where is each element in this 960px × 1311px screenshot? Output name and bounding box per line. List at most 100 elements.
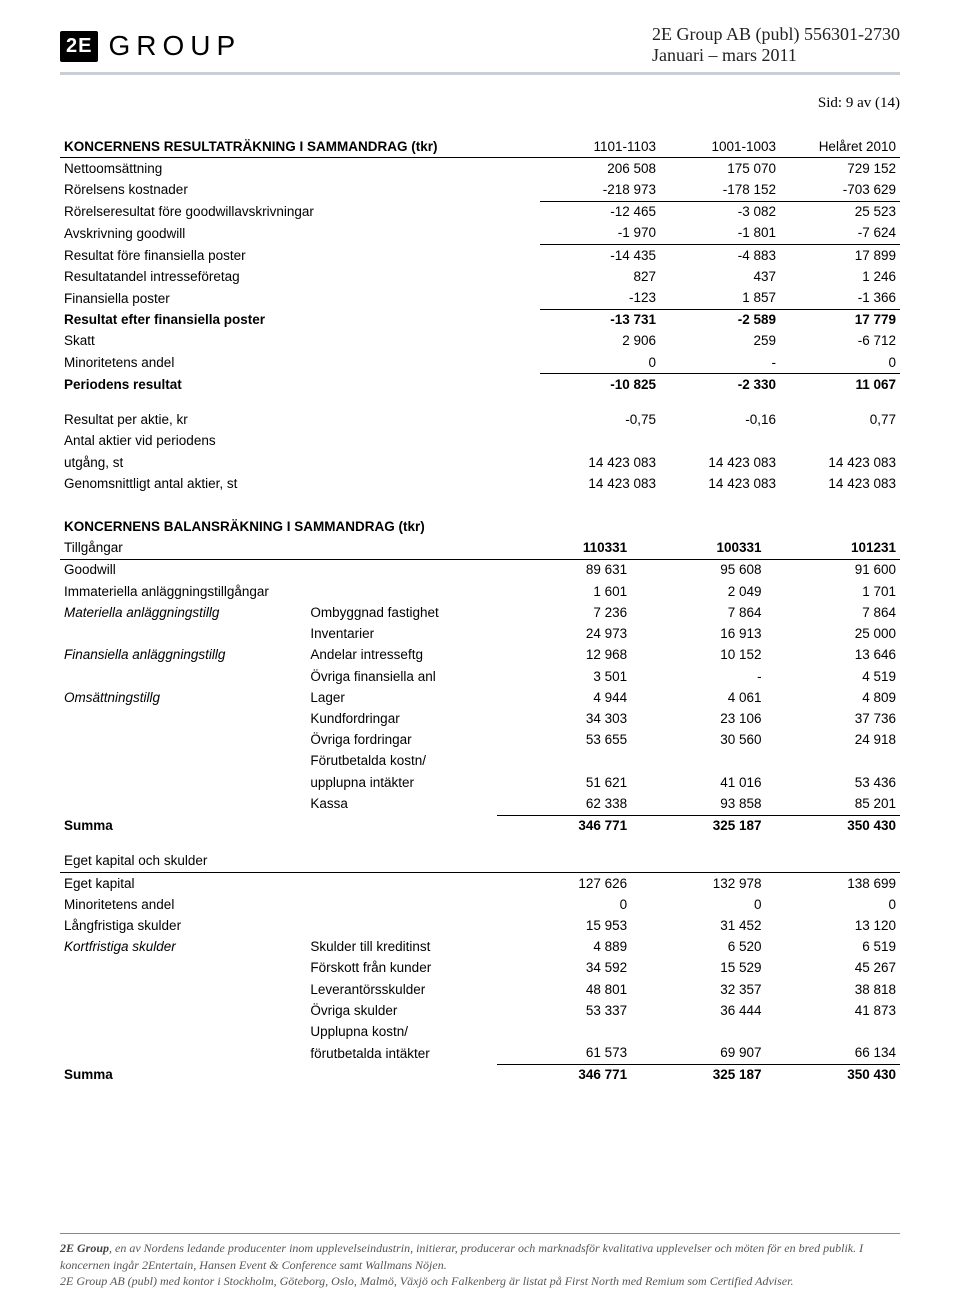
row-sublabel: upplupna intäkter	[306, 772, 496, 793]
page-number: Sid: 9 av (14)	[60, 95, 900, 112]
cell-value: 7 864	[631, 602, 765, 623]
row-label: Resultatandel intresseföretag	[60, 266, 540, 287]
table-row: Övriga fordringar53 65530 56024 918	[60, 730, 900, 751]
row-label	[60, 730, 306, 751]
row-sublabel: Leverantörsskulder	[306, 979, 496, 1000]
cell-value: -0,75	[540, 410, 660, 431]
row-sublabel: Kundfordringar	[306, 708, 496, 729]
cell-value: 14 423 083	[540, 452, 660, 473]
table-row: OmsättningstillgLager4 9444 0614 809	[60, 687, 900, 708]
row-sublabel	[306, 894, 496, 915]
cell-value: 41 016	[631, 772, 765, 793]
cell-value: 4 061	[631, 687, 765, 708]
cell-value: 30 560	[631, 730, 765, 751]
table-row: Upplupna kostn/	[60, 1022, 900, 1043]
cell-value: 14 423 083	[780, 473, 900, 494]
table-row: Övriga skulder53 33736 44441 873	[60, 1000, 900, 1021]
cell-value: -	[660, 352, 780, 374]
cell-value: 53 436	[766, 772, 900, 793]
assets-col-0: 110331	[497, 538, 631, 560]
row-label	[60, 624, 306, 645]
balance-table: KONCERNENS BALANSRÄKNING I SAMMANDRAG (t…	[60, 517, 900, 1087]
cell-value: 4 519	[766, 666, 900, 687]
cell-value	[631, 751, 765, 772]
cell-value: 31 452	[631, 915, 765, 936]
cell-value: 7 864	[766, 602, 900, 623]
table-row: Finansiella poster-1231 857-1 366	[60, 288, 900, 310]
row-sublabel	[306, 581, 496, 602]
cell-value: 0,77	[780, 410, 900, 431]
assets-sum-1: 325 187	[631, 815, 765, 837]
assets-sum-label: Summa	[60, 815, 497, 837]
row-label: Minoritetens andel	[60, 352, 540, 374]
cell-value: 61 573	[497, 1043, 631, 1065]
cell-value: 15 953	[497, 915, 631, 936]
row-label	[60, 1043, 306, 1065]
cell-value: 14 423 083	[660, 452, 780, 473]
row-label: Resultat före finansiella poster	[60, 245, 540, 267]
cell-value: -1 801	[660, 223, 780, 245]
row-sublabel: Förutbetalda kostn/	[306, 751, 496, 772]
cell-value: 32 357	[631, 979, 765, 1000]
cell-value: 2 049	[631, 581, 765, 602]
cell-value: 3 501	[497, 666, 631, 687]
assets-col-1: 100331	[631, 538, 765, 560]
cell-value: 25 523	[780, 201, 900, 223]
logo-text: GROUP	[108, 30, 241, 62]
cell-value	[766, 1022, 900, 1043]
row-label: Materiella anläggningstillg	[60, 602, 306, 623]
table-row: Förskott från kunder34 59215 52945 267	[60, 958, 900, 979]
cell-value: -3 082	[660, 201, 780, 223]
cell-value: 6 519	[766, 937, 900, 958]
table-row: Resultat per aktie, kr-0,75-0,160,77	[60, 410, 900, 431]
row-sublabel: Ombyggnad fastighet	[306, 602, 496, 623]
cell-value: 85 201	[766, 793, 900, 815]
income-table: KONCERNENS RESULTATRÄKNING I SAMMANDRAG …	[60, 136, 900, 495]
table-row: Avskrivning goodwill-1 970-1 801-7 624	[60, 223, 900, 245]
table-row: Resultatandel intresseföretag8274371 246	[60, 266, 900, 287]
cell-value: 25 000	[766, 624, 900, 645]
cell-value: -1 970	[540, 223, 660, 245]
row-sublabel: Andelar intresseftg	[306, 645, 496, 666]
cell-value: 127 626	[497, 873, 631, 895]
table-row: Resultat efter finansiella poster-13 731…	[60, 309, 900, 331]
cell-value: -10 825	[540, 374, 660, 396]
equity-header-label: Eget kapital och skulder	[60, 851, 900, 873]
cell-value: 23 106	[631, 708, 765, 729]
table-row: Immateriella anläggningstillgångar1 6012…	[60, 581, 900, 602]
cell-value: 0	[631, 894, 765, 915]
row-label: Skatt	[60, 331, 540, 352]
cell-value: 45 267	[766, 958, 900, 979]
cell-value: 1 701	[766, 581, 900, 602]
cell-value: 62 338	[497, 793, 631, 815]
cell-value: 24 973	[497, 624, 631, 645]
cell-value	[540, 431, 660, 452]
cell-value: 132 978	[631, 873, 765, 895]
cell-value: 24 918	[766, 730, 900, 751]
row-label: Rörelsens kostnader	[60, 179, 540, 201]
row-label	[60, 772, 306, 793]
row-label: Långfristiga skulder	[60, 915, 306, 936]
cell-value: -4 883	[660, 245, 780, 267]
row-label: Finansiella poster	[60, 288, 540, 310]
cell-value	[766, 751, 900, 772]
cell-value: 729 152	[780, 158, 900, 180]
cell-value: -12 465	[540, 201, 660, 223]
row-label: Resultat efter finansiella poster	[60, 309, 540, 331]
cell-value: -6 712	[780, 331, 900, 352]
row-sublabel: Inventarier	[306, 624, 496, 645]
cell-value: 93 858	[631, 793, 765, 815]
cell-value: 13 646	[766, 645, 900, 666]
table-row: Långfristiga skulder15 95331 45213 120	[60, 915, 900, 936]
assets-col-2: 101231	[766, 538, 900, 560]
logo-mark: 2E	[60, 31, 98, 62]
table-row: Minoritetens andel000	[60, 894, 900, 915]
cell-value: 437	[660, 266, 780, 287]
table-row: Materiella anläggningstillgOmbyggnad fas…	[60, 602, 900, 623]
table-row: Skatt2 906259-6 712	[60, 331, 900, 352]
row-sublabel: Upplupna kostn/	[306, 1022, 496, 1043]
cell-value: 12 968	[497, 645, 631, 666]
row-label: Omsättningstillg	[60, 687, 306, 708]
cell-value: -123	[540, 288, 660, 310]
cell-value: 51 621	[497, 772, 631, 793]
